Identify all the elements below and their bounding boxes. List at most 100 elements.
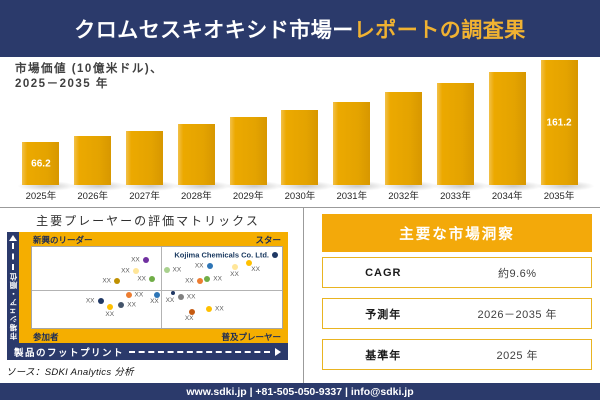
matrix-x-axis: 製品のフットプリント [7,343,288,360]
insights-row: CAGR 約9.6% [322,257,592,288]
bar-2027年 [122,131,180,191]
bar-column: 2029年 [222,60,283,202]
matrix-plot: XX XX XX XX Kojima Chemicals Co. Ltd. XX XX XX X… [31,246,283,329]
matrix-point-label: XX [85,297,95,305]
bar-column: 2034年 [481,60,542,202]
matrix-point: XX [121,268,139,275]
bar-column: 2033年 [430,60,490,202]
bar-2025年: 66.2 [18,142,76,191]
matrix-point-label: XX [105,311,115,319]
x-axis-tick: 2029年 [232,191,264,202]
y-axis-label: 市場シェア・順位 [8,272,18,340]
x-axis-tick: 2033年 [440,191,471,202]
matrix-y-axis: 市場シェア・順位 [7,232,19,343]
x-axis-dashed-line [129,350,270,353]
insights-title: 主要な市場洞察 [322,214,592,252]
insights-row-value: 2025 年 [496,349,539,362]
insights-row: 予測年 2026－2035 年 [322,298,592,329]
matrix-point-label: XX [165,297,175,305]
matrix-point-label: XX [194,262,204,270]
matrix-point: XX [118,301,136,308]
bar-chart-title-line2: 2025－2035 年 [15,78,109,90]
quadrant-label-bottom-left: 参加者 [33,332,59,342]
bar-chart-bars: 66.2 2025年 2026年 2027年 2028年 2029年 2030年 2031年 2… [15,60,594,202]
bar-2030年 [277,110,335,191]
bar-2033年 [432,83,490,191]
matrix-point-label: XX [134,291,144,299]
bar-2032年 [381,92,439,191]
matrix-point-label: XX [186,293,196,301]
matrix-point-label: XX [251,265,260,273]
matrix-point: XX [131,257,149,264]
x-axis-tick: 2027年 [129,191,160,202]
bar-column: 2026年 [67,60,128,202]
insights-rows: CAGR 約9.6% 予測年 2026－2035 年基準年 2025 年 [322,257,592,370]
insights-row-value: 約9.6% [498,267,537,280]
bar-column: 2030年 [274,60,335,202]
vertical-divider [303,208,304,383]
matrix-point: XX [206,305,224,312]
matrix-point: XX [105,304,114,318]
matrix-point-label: XX [185,277,194,285]
bar-chart-title: 市場価値 (10億米ドル)、 2025－2035 年 [15,62,163,92]
insights-row: 基準年 2025 年 [322,339,592,370]
matrix-point-label: XX [137,275,146,283]
matrix-point: XX [125,292,143,299]
matrix-point-label: XX [127,301,136,309]
x-axis-tick: 2030年 [284,191,316,202]
matrix-point: XX [185,309,195,322]
matrix-point: XX [246,259,260,273]
horizontal-divider [0,207,600,208]
x-axis-arrow-icon [275,347,281,356]
bar-value-label: 161.2 [546,117,572,128]
footer-contact: www.sdki.jp | +81-505-050-9337 | info@sd… [186,385,414,398]
bar-column: 2028年 [170,60,231,202]
quadrant-label-top-left: 新興のリーダー [33,235,93,245]
matrix-point: XX [102,278,120,285]
matrix-point: XX [204,276,222,283]
matrix-point: XX [150,292,160,305]
x-axis-tick: 2031年 [336,191,368,202]
matrix-point-label: XX [131,256,140,264]
y-axis-dashed-line [12,243,14,270]
x-axis-tick: 2035年 [543,191,575,202]
matrix-point: XX [137,275,155,282]
matrix-point-label: XX [213,275,222,283]
footer-banner: www.sdki.jp | +81-505-050-9337 | info@sd… [0,383,600,400]
matrix-point: XX [230,264,239,278]
bar-column: 2032年 [378,60,439,202]
page-title-main: クロムセスキオキシド市場ー [74,18,354,42]
bar-chart-title-line1: 市場価値 (10億米ドル)、 [15,63,164,75]
matrix-point: XX [86,297,104,304]
matrix-point: XX [195,262,213,269]
header-banner: クロムセスキオキシド市場ーレポートの調査果 [0,0,600,57]
x-axis-tick: 2025年 [25,191,57,202]
insights-panel: 主要な市場洞察 CAGR 約9.6% 予測年 2026－2035 年基準年 2025 年 [322,214,592,370]
player-evaluation-matrix: 市場シェア・順位 新興のリーダー スター 参加者 普及プレーヤー XX XX XX X… [7,232,288,360]
matrix-title: 主要プレーヤーの評価マトリックス [36,214,260,228]
x-axis-tick: 2034年 [491,191,523,202]
insights-row-label: 基準年 [365,349,402,362]
y-axis-arrow-icon [9,235,17,241]
bar-column: 66.2 2025年 [15,60,76,202]
bar-2029年 [225,117,283,191]
bar-column: 2027年 [119,60,180,202]
matrix-point: XX [185,278,203,285]
bar-2028年 [173,124,231,191]
insights-row-label: CAGR [365,266,402,279]
matrix-point-label: XX [150,298,159,306]
bar-2035年: 161.2 [536,60,594,191]
matrix-point: XX [163,267,181,274]
x-axis-tick: 2028年 [181,191,212,202]
quadrant-label-top-right: スター [255,235,281,245]
page-title-accent: レポートの調査果 [353,18,526,42]
matrix-point-label: XX [184,315,194,323]
bar-column: 2031年 [326,60,387,202]
matrix-point-label: XX [121,267,130,275]
matrix-point-highlighted: Kojima Chemicals Co. Ltd. [174,251,278,260]
matrix-point: XX [177,294,195,301]
insights-row-label: 予測年 [365,308,402,321]
bar-2031年 [329,102,387,191]
matrix-point-label: XX [172,266,182,274]
page-title: クロムセスキオキシド市場ーレポートの調査果 [74,14,526,44]
